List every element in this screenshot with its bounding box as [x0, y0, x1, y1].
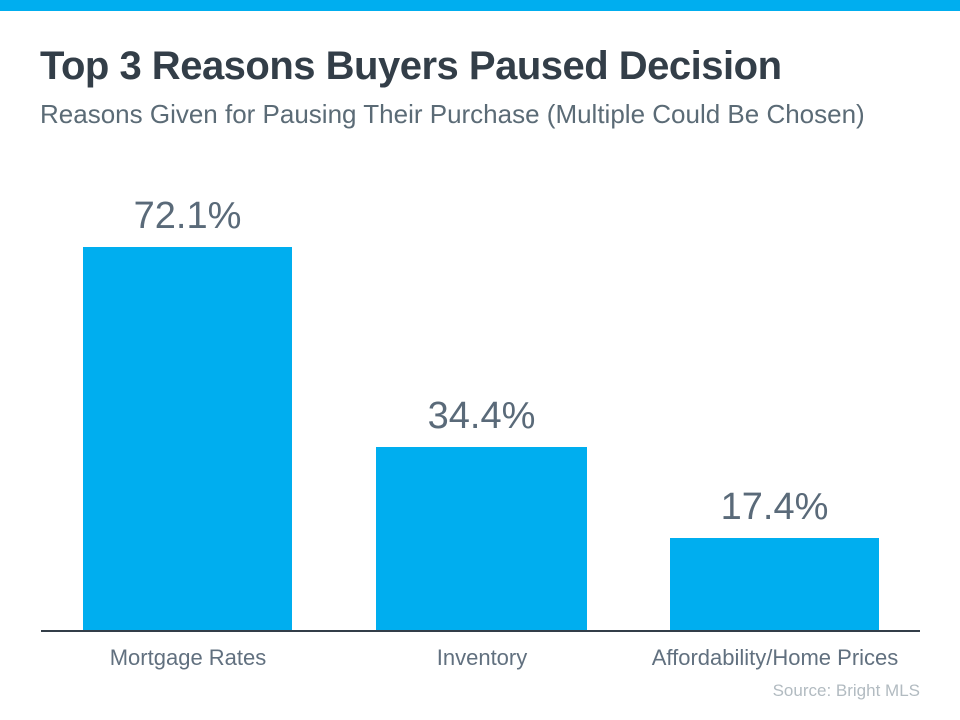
value-label-mortgage-rates: 72.1%: [133, 195, 242, 237]
bar-group-affordability: 17.4%: [670, 486, 879, 630]
page-subtitle: Reasons Given for Pausing Their Purchase…: [40, 99, 865, 129]
top-accent-bar: [0, 0, 960, 11]
page-title: Top 3 Reasons Buyers Paused Decision: [40, 44, 782, 88]
bar-group-mortgage-rates: 72.1%: [83, 195, 292, 630]
bar-mortgage-rates: [83, 247, 292, 630]
category-label-inventory: Inventory: [436, 645, 528, 670]
value-label-affordability: 17.4%: [720, 486, 829, 528]
x-axis-line: [41, 630, 920, 632]
source-note: Source: Bright MLS: [772, 681, 920, 700]
bar-inventory: [376, 447, 587, 630]
bar-group-inventory: 34.4%: [376, 395, 587, 630]
category-label-mortgage-rates: Mortgage Rates: [109, 645, 267, 670]
category-label-affordability: Affordability/Home Prices: [651, 645, 899, 670]
bar-affordability: [670, 538, 879, 630]
value-label-inventory: 34.4%: [427, 395, 536, 437]
